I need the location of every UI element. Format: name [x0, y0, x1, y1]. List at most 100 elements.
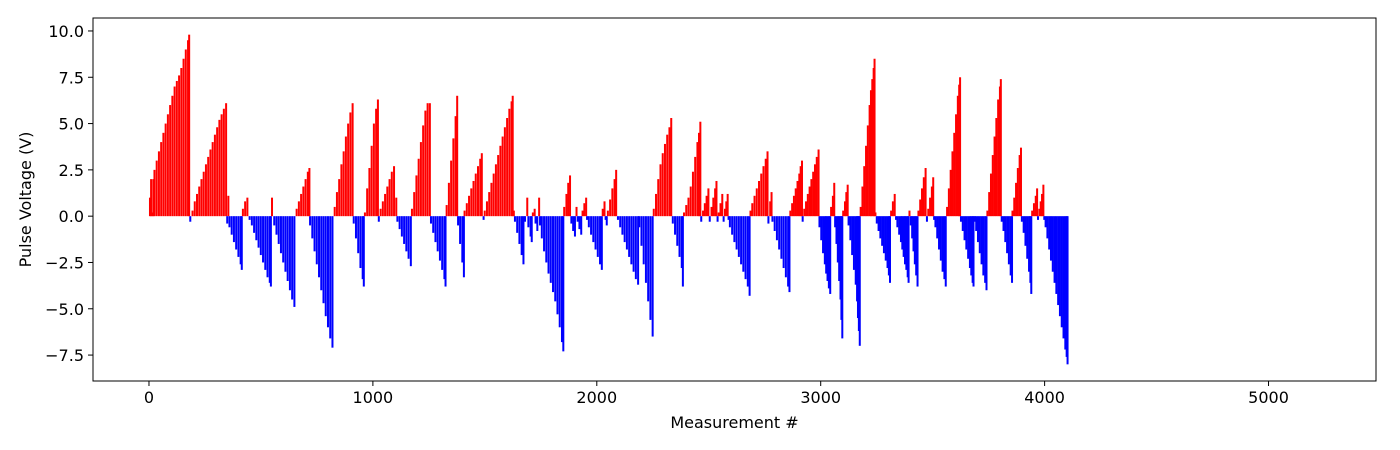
bar-353	[827, 216, 830, 289]
bar-10	[166, 114, 169, 217]
bar-210	[569, 175, 572, 217]
bar-308	[749, 210, 752, 217]
bar-425	[929, 197, 932, 217]
bar-15	[178, 75, 181, 217]
bar-240	[621, 216, 624, 235]
bar-461	[985, 216, 988, 291]
bar-188	[529, 216, 532, 237]
bar-68	[286, 216, 289, 281]
bar-268	[680, 216, 683, 269]
bar-338	[803, 208, 806, 217]
bar-399	[891, 201, 894, 217]
bar-200	[549, 216, 552, 283]
bar-390	[877, 216, 880, 231]
bar-285	[710, 206, 713, 217]
bar-54	[257, 216, 260, 248]
bar-355	[830, 206, 833, 217]
bar-8	[162, 132, 165, 217]
bar-100	[354, 216, 357, 239]
bar-322	[775, 216, 778, 241]
bar-86	[324, 216, 327, 317]
bar-421	[922, 177, 925, 217]
bar-471	[1000, 216, 1003, 222]
bar-496	[1038, 208, 1041, 217]
bar-172	[499, 145, 502, 217]
y-tick-label-2: 5.0	[59, 115, 84, 134]
bar-124	[403, 216, 406, 244]
bar-395	[886, 216, 889, 269]
bar-108	[370, 145, 373, 217]
bar-352	[826, 216, 829, 281]
bar-80	[311, 216, 314, 239]
bar-32	[213, 134, 216, 217]
bar-316	[766, 151, 769, 217]
bar-254	[651, 216, 654, 337]
bar-137	[429, 216, 432, 224]
bar-179	[512, 210, 515, 217]
bar-492	[1032, 203, 1035, 217]
bar-293	[722, 216, 725, 222]
bar-303	[740, 216, 743, 265]
bar-410	[907, 216, 910, 283]
bar-158	[470, 188, 473, 217]
bar-487	[1026, 216, 1029, 259]
bar-426	[930, 186, 933, 217]
bar-511	[1062, 216, 1065, 339]
bar-450	[968, 216, 971, 269]
bar-74	[300, 193, 303, 217]
x-tick-label-5: 5000	[1248, 388, 1289, 407]
bar-126	[407, 216, 410, 259]
bar-143	[443, 216, 446, 280]
bar-406	[902, 216, 905, 257]
bar-412	[909, 216, 912, 226]
bar-341	[808, 186, 811, 217]
x-axis-label: Measurement #	[670, 413, 798, 432]
bar-49	[246, 197, 249, 217]
bar-190	[531, 212, 534, 217]
bar-52	[253, 216, 256, 233]
bar-314	[762, 166, 765, 217]
bar-23	[193, 201, 196, 217]
bar-267	[678, 216, 681, 257]
bar-series	[148, 34, 1069, 365]
bar-449	[967, 216, 970, 259]
bar-236	[613, 179, 616, 217]
bar-364	[841, 216, 844, 339]
bar-117	[388, 179, 391, 217]
bar-394	[884, 216, 887, 261]
bar-125	[405, 216, 408, 252]
bar-78	[308, 168, 311, 217]
bar-315	[764, 158, 767, 217]
bar-397	[888, 216, 891, 283]
bar-319	[770, 192, 773, 217]
bar-225	[594, 216, 597, 250]
bar-494	[1036, 188, 1039, 217]
bar-167	[488, 192, 491, 217]
bar-294	[723, 208, 726, 217]
bar-135	[426, 103, 429, 217]
bar-298	[728, 216, 731, 228]
bar-17	[182, 58, 185, 217]
bar-37	[225, 103, 228, 217]
bar-162	[479, 158, 482, 217]
bar-228	[600, 216, 603, 270]
bar-14	[175, 80, 178, 217]
bar-276	[696, 142, 699, 217]
y-tick-label-3: 2.5	[59, 161, 84, 180]
bar-490	[1030, 216, 1033, 294]
bar-372	[852, 216, 855, 270]
bar-282	[705, 195, 708, 217]
bar-43	[235, 216, 238, 250]
bar-21	[189, 216, 192, 222]
bar-133	[422, 125, 425, 217]
bar-281	[703, 203, 706, 217]
bar-246	[634, 216, 637, 280]
bar-411	[908, 210, 911, 217]
bar-380	[863, 166, 866, 217]
bar-495	[1037, 216, 1040, 220]
bar-437	[947, 188, 950, 217]
bar-31	[211, 142, 214, 217]
bar-251	[644, 216, 647, 283]
bar-109	[372, 123, 375, 217]
bar-493	[1034, 195, 1037, 217]
